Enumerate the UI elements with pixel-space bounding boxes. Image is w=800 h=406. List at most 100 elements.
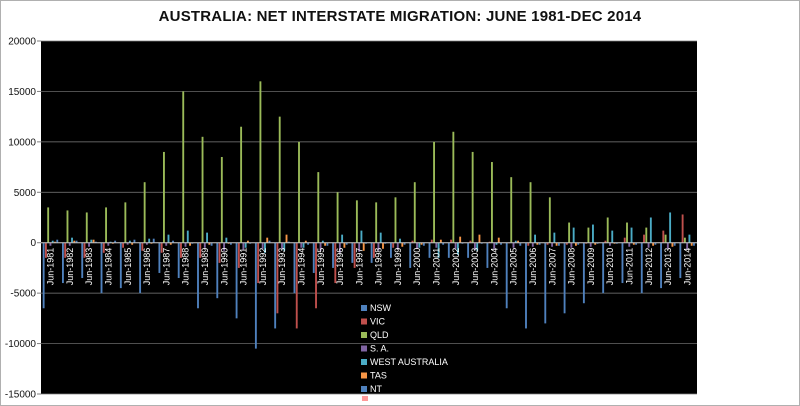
- bar-tas-28: [594, 242, 597, 245]
- bar-s-a--26: [551, 242, 554, 247]
- bar-west-australia-6: [167, 234, 170, 243]
- bar-vic-33: [681, 214, 684, 243]
- y-tick-label-2: -5000: [10, 289, 36, 300]
- bar-tas-10: [246, 240, 249, 243]
- bar-nt-7: [191, 242, 194, 244]
- bar-vic-28: [585, 242, 588, 244]
- bar-s-a--5: [145, 242, 148, 245]
- bar-s-a--10: [242, 242, 245, 250]
- bar-nt-26: [557, 242, 560, 246]
- bar-tas-17: [382, 242, 384, 249]
- bar-tas-23: [497, 237, 500, 243]
- bar-nsw-14: [312, 242, 315, 273]
- bar-vic-21: [450, 239, 453, 243]
- x-tick-label-16: Jun-1997: [354, 248, 364, 286]
- x-tick-label-24: Jun-2005: [509, 248, 519, 286]
- bar-tas-26: [555, 242, 558, 246]
- bar-nsw-23: [486, 242, 489, 268]
- x-tick-label-31: Jun-2012: [644, 248, 654, 286]
- x-tick-label-22: Jun-2003: [470, 248, 480, 286]
- bar-tas-22: [478, 234, 481, 243]
- bar-west-australia-2: [90, 239, 93, 243]
- bar-nsw-7: [177, 242, 180, 279]
- bar-s-a--16: [358, 242, 361, 252]
- bar-tas-29: [613, 242, 616, 244]
- bar-nt-32: [673, 242, 676, 246]
- x-tick-label-23: Jun-2004: [489, 248, 499, 286]
- bar-qld-2: [85, 212, 88, 243]
- bar-west-australia-26: [553, 232, 556, 243]
- bar-nsw-11: [254, 242, 257, 349]
- bar-west-australia-7: [186, 230, 189, 243]
- x-tick-label-8: Jun-1989: [200, 248, 210, 286]
- bar-nt-8: [210, 242, 213, 246]
- bar-nt-5: [152, 238, 155, 243]
- bar-vic-26: [546, 242, 549, 245]
- bar-qld-20: [433, 141, 435, 243]
- x-tick-label-33: Jun-2014: [682, 248, 692, 286]
- bar-qld-22: [471, 151, 474, 243]
- bar-tas-15: [343, 242, 346, 248]
- bar-west-australia-21: [456, 242, 459, 255]
- y-tick-label-1: -10000: [5, 339, 37, 350]
- bar-vic-9: [218, 242, 221, 263]
- bar-s-a--31: [647, 242, 650, 248]
- bar-s-a--29: [609, 242, 611, 246]
- bar-nsw-21: [447, 242, 450, 258]
- x-tick-label-29: Jun-2010: [605, 248, 615, 286]
- bar-tas-5: [150, 242, 153, 244]
- legend-swatch-5: [361, 372, 367, 379]
- bar-nt-20: [442, 242, 445, 245]
- legend-label-3: S. A.: [370, 344, 389, 354]
- bar-tas-25: [536, 242, 539, 245]
- y-tick-label-5: 10000: [8, 137, 36, 148]
- bar-west-australia-13: [302, 242, 305, 248]
- bar-nsw-31: [640, 242, 643, 294]
- bar-nsw-25: [525, 242, 527, 329]
- bar-west-australia-28: [592, 224, 594, 243]
- x-tick-label-1: Jun-1982: [65, 248, 75, 286]
- legend-label-0: NSW: [370, 303, 392, 313]
- x-tick-label-2: Jun-1983: [84, 248, 94, 286]
- bar-nsw-22: [467, 242, 470, 258]
- bar-west-australia-19: [418, 242, 421, 248]
- bar-s-a--22: [473, 242, 476, 250]
- bar-west-australia-30: [630, 227, 633, 243]
- bar-west-australia-23: [495, 242, 498, 245]
- bar-s-a--33: [686, 242, 689, 250]
- bar-tas-21: [459, 236, 462, 243]
- bar-nt-19: [422, 242, 425, 246]
- x-tick-label-25: Jun-2006: [528, 248, 538, 286]
- bar-qld-32: [664, 234, 667, 243]
- bar-tas-14: [324, 242, 327, 246]
- bar-west-australia-5: [148, 238, 151, 243]
- bar-nsw-0: [42, 242, 45, 309]
- bar-nt-29: [615, 242, 618, 244]
- bar-vic-25: [527, 242, 530, 246]
- x-tick-label-11: Jun-1992: [258, 248, 268, 286]
- y-tick-label-3: 0: [30, 238, 36, 249]
- bar-s-a--14: [319, 242, 322, 251]
- bar-nt-4: [133, 239, 136, 243]
- y-tick-label-6: 15000: [8, 87, 36, 98]
- y-tick-label-0: -15000: [5, 390, 37, 401]
- bar-vic-13: [295, 242, 298, 329]
- bar-s-a--11: [261, 242, 264, 249]
- bar-nt-30: [635, 242, 638, 245]
- bar-s-a--28: [589, 242, 592, 247]
- legend-swatch-1: [361, 318, 367, 325]
- bar-qld-28: [587, 227, 590, 243]
- x-tick-label-20: Jun-2001: [432, 248, 442, 286]
- bar-tas-2: [92, 239, 95, 243]
- bar-vic-17: [372, 242, 375, 258]
- bar-nt-33: [693, 242, 695, 246]
- bar-vic-29: [604, 240, 607, 243]
- bar-vic-14: [315, 242, 317, 309]
- bar-tas-32: [671, 242, 674, 247]
- bar-s-a--2: [88, 242, 90, 247]
- bar-qld-8: [201, 136, 204, 243]
- legend-swatch-4: [361, 359, 367, 365]
- bar-nsw-9: [216, 242, 219, 299]
- bar-qld-17: [375, 202, 378, 243]
